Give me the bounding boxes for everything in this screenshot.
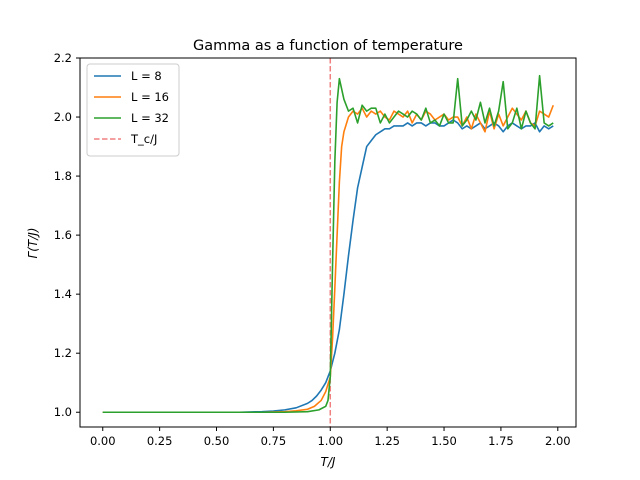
x-axis-label: T/J	[321, 455, 336, 469]
x-tick-label: 0.00	[90, 434, 116, 448]
x-tick-label: 1.00	[317, 434, 343, 448]
y-tick-label: 2.0	[54, 110, 72, 124]
legend-label-2: L = 32	[131, 111, 169, 125]
y-axis-ticks: 1.0 1.2 1.4 1.6 1.8 2.0 2.2	[54, 51, 80, 419]
y-tick-label: 2.2	[54, 51, 72, 65]
x-tick-label: 0.50	[204, 434, 230, 448]
legend-label-1: L = 16	[131, 90, 169, 104]
x-tick-label: 0.25	[147, 434, 173, 448]
series-line-0	[102, 119, 554, 414]
x-tick-label: 1.25	[374, 434, 400, 448]
series-line-2	[102, 74, 554, 414]
x-tick-label: 1.75	[488, 434, 514, 448]
chart-title: Gamma as a function of temperature	[193, 38, 463, 54]
y-tick-label: 1.4	[54, 287, 72, 301]
y-tick-label: 1.8	[54, 169, 72, 183]
x-axis-ticks: 0.00 0.25 0.50 0.75 1.00 1.25 1.50 1.75 2.00	[90, 427, 571, 448]
y-tick-label: 1.6	[54, 228, 72, 242]
legend: L = 8 L = 16 L = 32 T_c/J	[86, 63, 180, 157]
y-axis-label: Γ(T/J)	[26, 228, 40, 259]
series-line-1	[102, 104, 554, 414]
axes-frame	[79, 57, 577, 428]
y-tick-label: 1.0	[54, 405, 72, 419]
plot-area	[102, 58, 554, 427]
legend-label-0: L = 8	[131, 69, 162, 83]
y-tick-label: 1.2	[54, 346, 72, 360]
x-tick-label: 1.50	[431, 434, 457, 448]
legend-label-3: T_c/J	[130, 132, 157, 146]
x-tick-label: 2.00	[545, 434, 571, 448]
x-tick-label: 0.75	[261, 434, 287, 448]
legend-box	[86, 63, 180, 157]
